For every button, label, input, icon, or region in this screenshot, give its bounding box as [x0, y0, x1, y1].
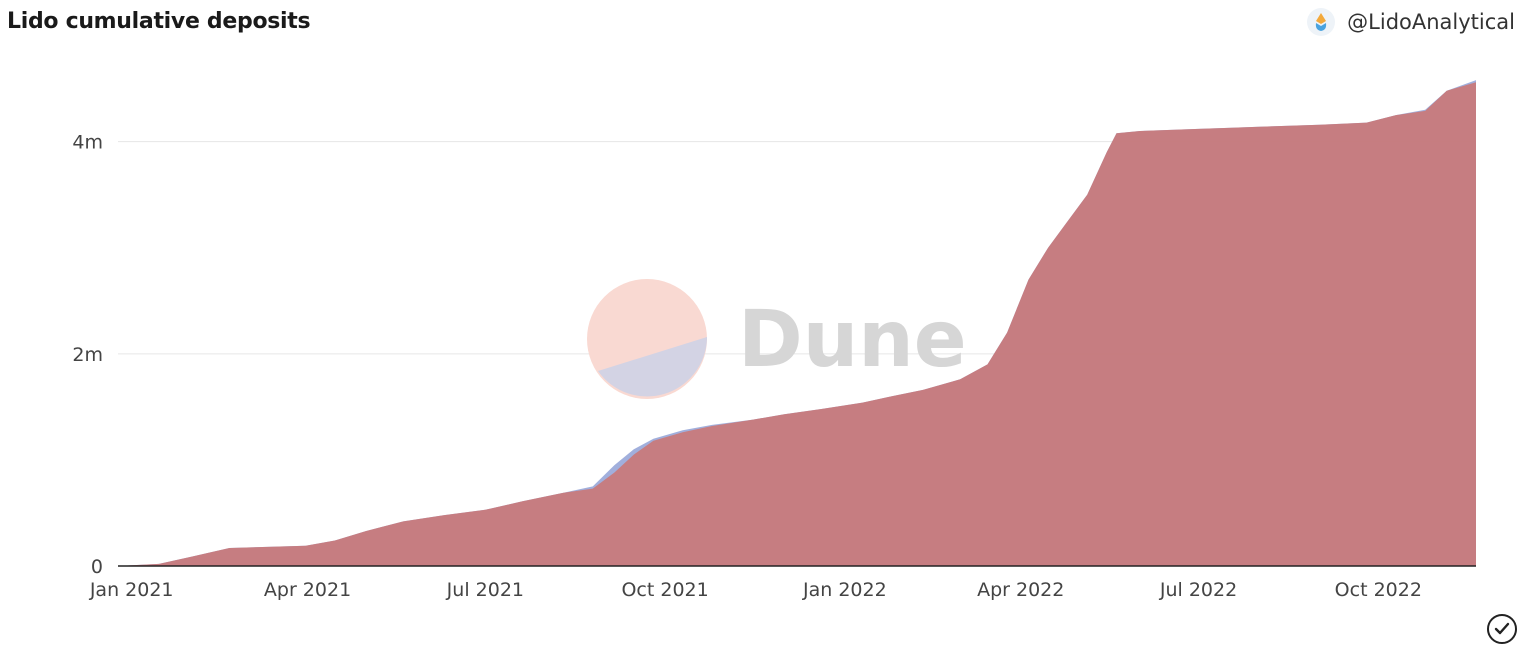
y-tick-label: 0: [91, 556, 103, 578]
x-tick-label: Oct 2021: [621, 579, 708, 601]
x-tick-label: Apr 2022: [977, 579, 1064, 601]
x-tick-label: Oct 2022: [1335, 579, 1422, 601]
author-badge[interactable]: @LidoAnalytical: [1307, 8, 1515, 36]
x-tick-label: Jan 2021: [89, 579, 174, 601]
check-circle-icon[interactable]: [1487, 614, 1517, 644]
chart-title: Lido cumulative deposits: [7, 9, 311, 34]
x-tick-label: Jul 2021: [446, 579, 524, 601]
y-tick-label: 2m: [72, 344, 103, 366]
x-tick-label: Apr 2021: [264, 579, 351, 601]
watermark-circle-shade: [598, 337, 707, 397]
series-areas: [118, 80, 1476, 566]
author-name: @LidoAnalytical: [1347, 10, 1515, 34]
x-tick-label: Jul 2022: [1159, 579, 1237, 601]
dune-watermark: Dune: [587, 279, 967, 399]
y-tick-labels: 0 2m 4m: [72, 132, 103, 578]
watermark-text: Dune: [738, 295, 967, 385]
y-tick-label: 4m: [72, 132, 103, 154]
x-tick-label: Jan 2022: [802, 579, 887, 601]
x-tick-labels: Jan 2021 Apr 2021 Jul 2021 Oct 2021 Jan 2022…: [89, 579, 1422, 601]
series-area-1: [118, 82, 1476, 566]
lido-logo-icon: [1307, 8, 1336, 36]
